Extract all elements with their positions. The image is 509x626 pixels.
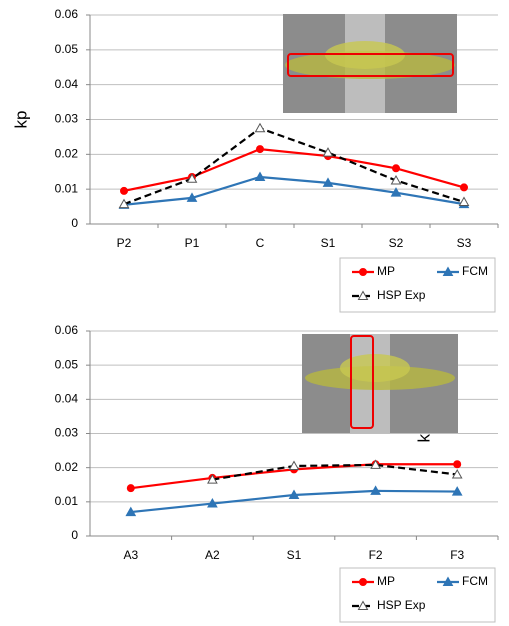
x-tick-label: P2 <box>117 236 132 250</box>
y-tick-label: 0.06 <box>55 7 79 21</box>
marker <box>186 192 198 202</box>
y-tick-label: 0.02 <box>55 460 79 474</box>
marker <box>458 196 470 207</box>
legend-label: HSP Exp <box>377 598 426 612</box>
marker <box>254 122 266 133</box>
x-tick-label: S2 <box>389 236 404 250</box>
y-tick-label: 0.03 <box>55 426 79 440</box>
y-tick-label: 0.04 <box>55 392 79 406</box>
x-tick-label: P1 <box>185 236 200 250</box>
legend-box <box>339 257 496 313</box>
marker <box>451 486 463 496</box>
legend-label: HSP Exp <box>377 288 426 302</box>
legend-label: MP <box>377 264 395 278</box>
y-tick-label: 0 <box>71 528 78 542</box>
marker <box>125 506 137 517</box>
marker <box>288 489 300 499</box>
marker <box>460 183 468 192</box>
y-tick-label: 0.03 <box>55 112 79 126</box>
x-tick-label: S1 <box>287 548 302 562</box>
marker <box>322 177 334 187</box>
x-tick-label: S3 <box>457 236 472 250</box>
marker <box>186 173 198 183</box>
y-tick-label: 0.04 <box>55 77 79 91</box>
y-tick-label: 0 <box>71 216 78 230</box>
x-tick-label: F2 <box>369 548 383 562</box>
legend-marker <box>357 600 369 610</box>
legend-marker <box>359 268 367 276</box>
y-tick-label: 0.01 <box>55 181 79 195</box>
legend-label: MP <box>377 574 395 588</box>
marker <box>126 484 135 493</box>
marker <box>207 498 218 508</box>
marker <box>256 145 264 154</box>
series-line <box>123 147 465 192</box>
y-axis-label: kp <box>11 111 30 129</box>
x-tick-label: C <box>256 236 265 250</box>
legend-marker <box>357 290 369 300</box>
legend-label: FCM <box>462 264 488 278</box>
inset-photo <box>302 334 458 433</box>
marker <box>207 474 218 484</box>
x-tick-label: A3 <box>123 548 138 562</box>
marker <box>451 468 463 479</box>
legend-box <box>339 567 496 623</box>
marker <box>370 459 381 469</box>
marker <box>120 186 128 195</box>
marker <box>392 164 400 173</box>
marker <box>390 187 402 197</box>
y-tick-label: 0.01 <box>55 494 79 508</box>
legend-marker <box>442 576 454 586</box>
marker <box>118 198 130 209</box>
legend-marker <box>442 266 454 276</box>
marker <box>254 171 266 181</box>
plot-layer: 0 0.01 0.02 0.03 0.04 0.05 0.06 kp P2 P1 C S1 S2 S3 MP… <box>11 7 499 623</box>
series-line <box>123 175 465 206</box>
y-tick-label: 0.06 <box>55 323 79 337</box>
marker <box>288 460 300 470</box>
y-tick-label: 0.05 <box>55 357 79 371</box>
legend-marker <box>359 578 367 586</box>
marker <box>370 485 381 495</box>
x-tick-label: S1 <box>321 236 336 250</box>
legend-label: FCM <box>462 574 488 588</box>
marker <box>453 460 462 469</box>
y-tick-label: 0.02 <box>55 147 79 161</box>
y-tick-label: 0.05 <box>55 42 79 56</box>
series-line <box>123 126 465 206</box>
x-tick-label: A2 <box>205 548 220 562</box>
x-tick-label: F3 <box>450 548 464 562</box>
marker <box>322 147 334 157</box>
inset-photo <box>283 14 457 113</box>
series-line <box>212 463 458 481</box>
marker <box>390 174 402 185</box>
